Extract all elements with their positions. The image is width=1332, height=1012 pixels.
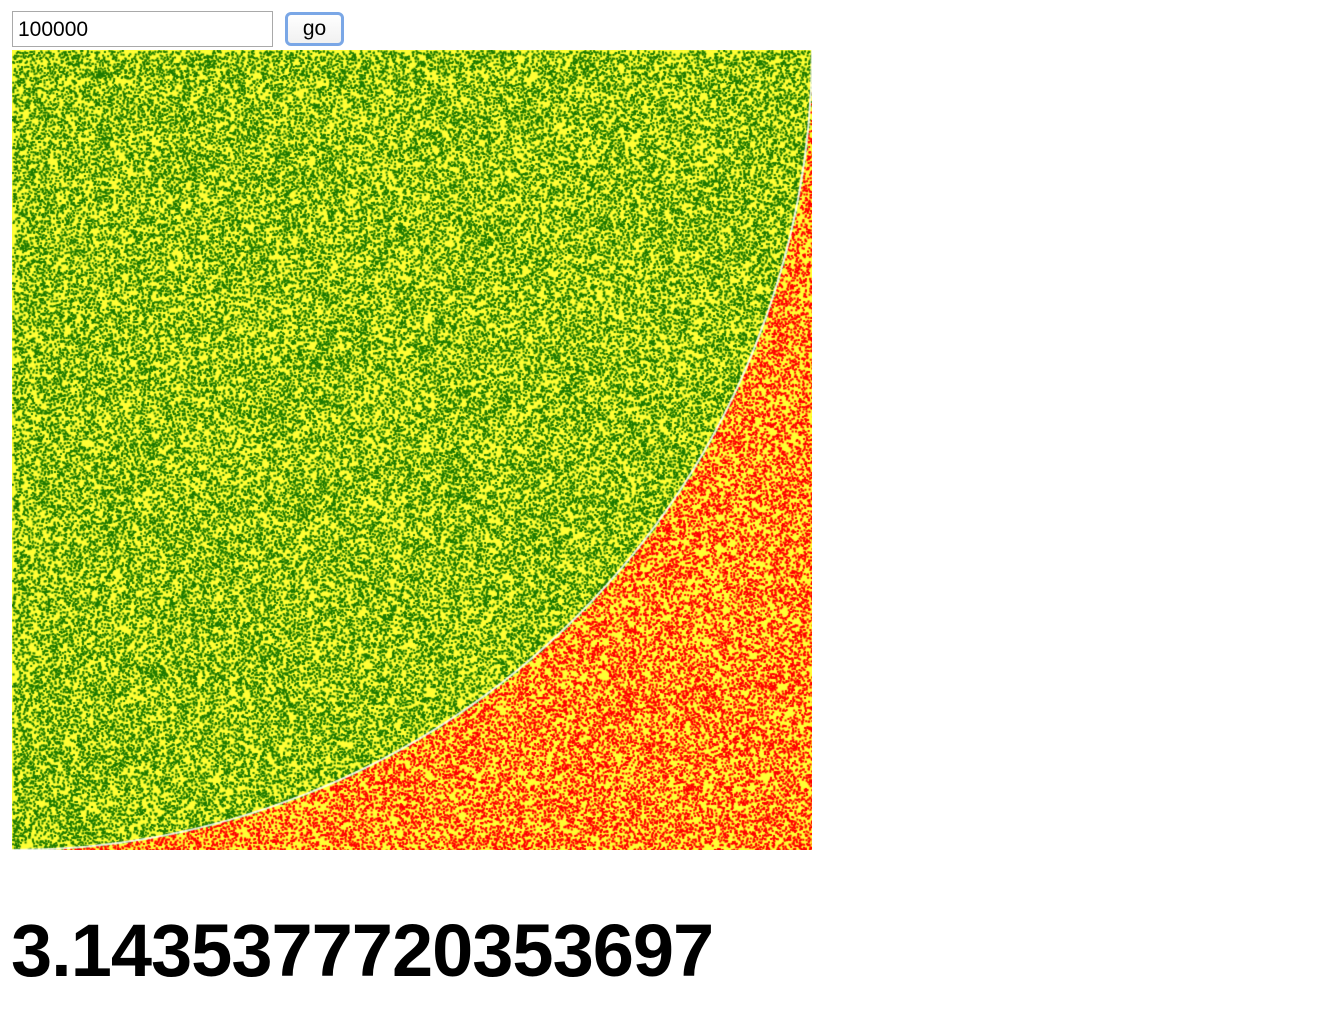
point-count-input[interactable]: [12, 11, 273, 47]
controls-bar: go: [12, 11, 344, 47]
monte-carlo-scatter-canvas: [12, 50, 812, 850]
pi-estimate-readout: 3.1435377720353697: [11, 909, 714, 992]
go-button[interactable]: go: [285, 12, 344, 46]
